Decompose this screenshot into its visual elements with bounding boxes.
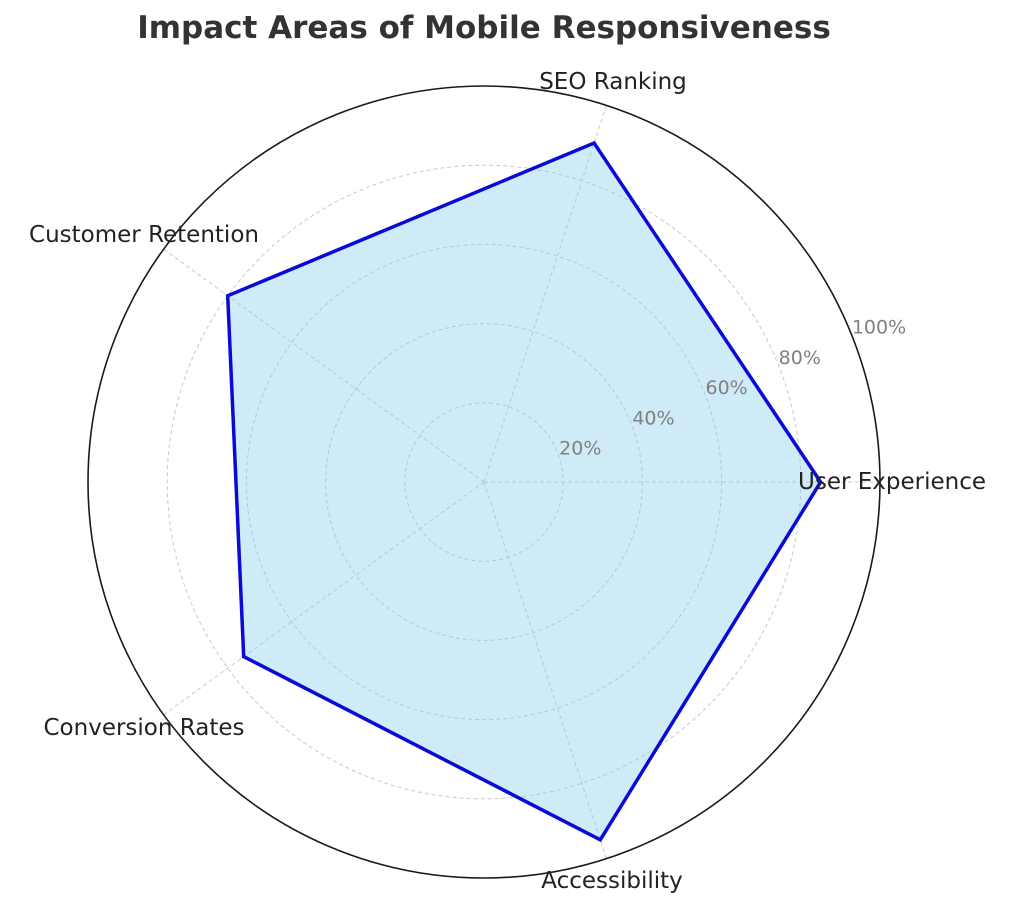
data-point-5 — [598, 838, 602, 842]
category-label-5: Accessibility — [541, 868, 683, 894]
data-point-4 — [242, 655, 246, 659]
label-layer: User Experience SEO Ranking Customer Reten… — [29, 69, 986, 894]
category-label-1: User Experience — [798, 469, 986, 495]
category-label-3: Customer Retention — [29, 222, 259, 248]
grid-layer — [163, 105, 880, 859]
outer-ring — [87, 85, 881, 879]
data-point-3 — [226, 294, 230, 298]
grid-ring-3 — [245, 243, 723, 721]
series-polygon — [225, 140, 823, 843]
data-point-1 — [819, 480, 823, 484]
grid-ring-2 — [325, 323, 643, 641]
r-tick-label-3: 60% — [706, 377, 748, 399]
data-point-2 — [592, 141, 596, 145]
r-tick-label-4: 80% — [779, 347, 821, 369]
r-tick-label-2: 40% — [632, 407, 674, 429]
category-label-4: Conversion Rates — [44, 715, 245, 741]
r-tick-label-1: 20% — [559, 438, 601, 460]
spoke-4 — [163, 481, 485, 716]
category-label-2: SEO Ranking — [539, 69, 687, 95]
data-layer — [87, 85, 881, 879]
spoke-2 — [483, 105, 607, 483]
spoke-3 — [163, 248, 485, 483]
chart-title: Impact Areas of Mobile Responsiveness — [137, 10, 831, 46]
grid-ring-1 — [404, 402, 564, 562]
r-tick-label-5: 100% — [852, 316, 906, 338]
spoke-5 — [483, 481, 607, 859]
tick-layer: 20% 40% 60% 80% 100% — [559, 316, 906, 459]
